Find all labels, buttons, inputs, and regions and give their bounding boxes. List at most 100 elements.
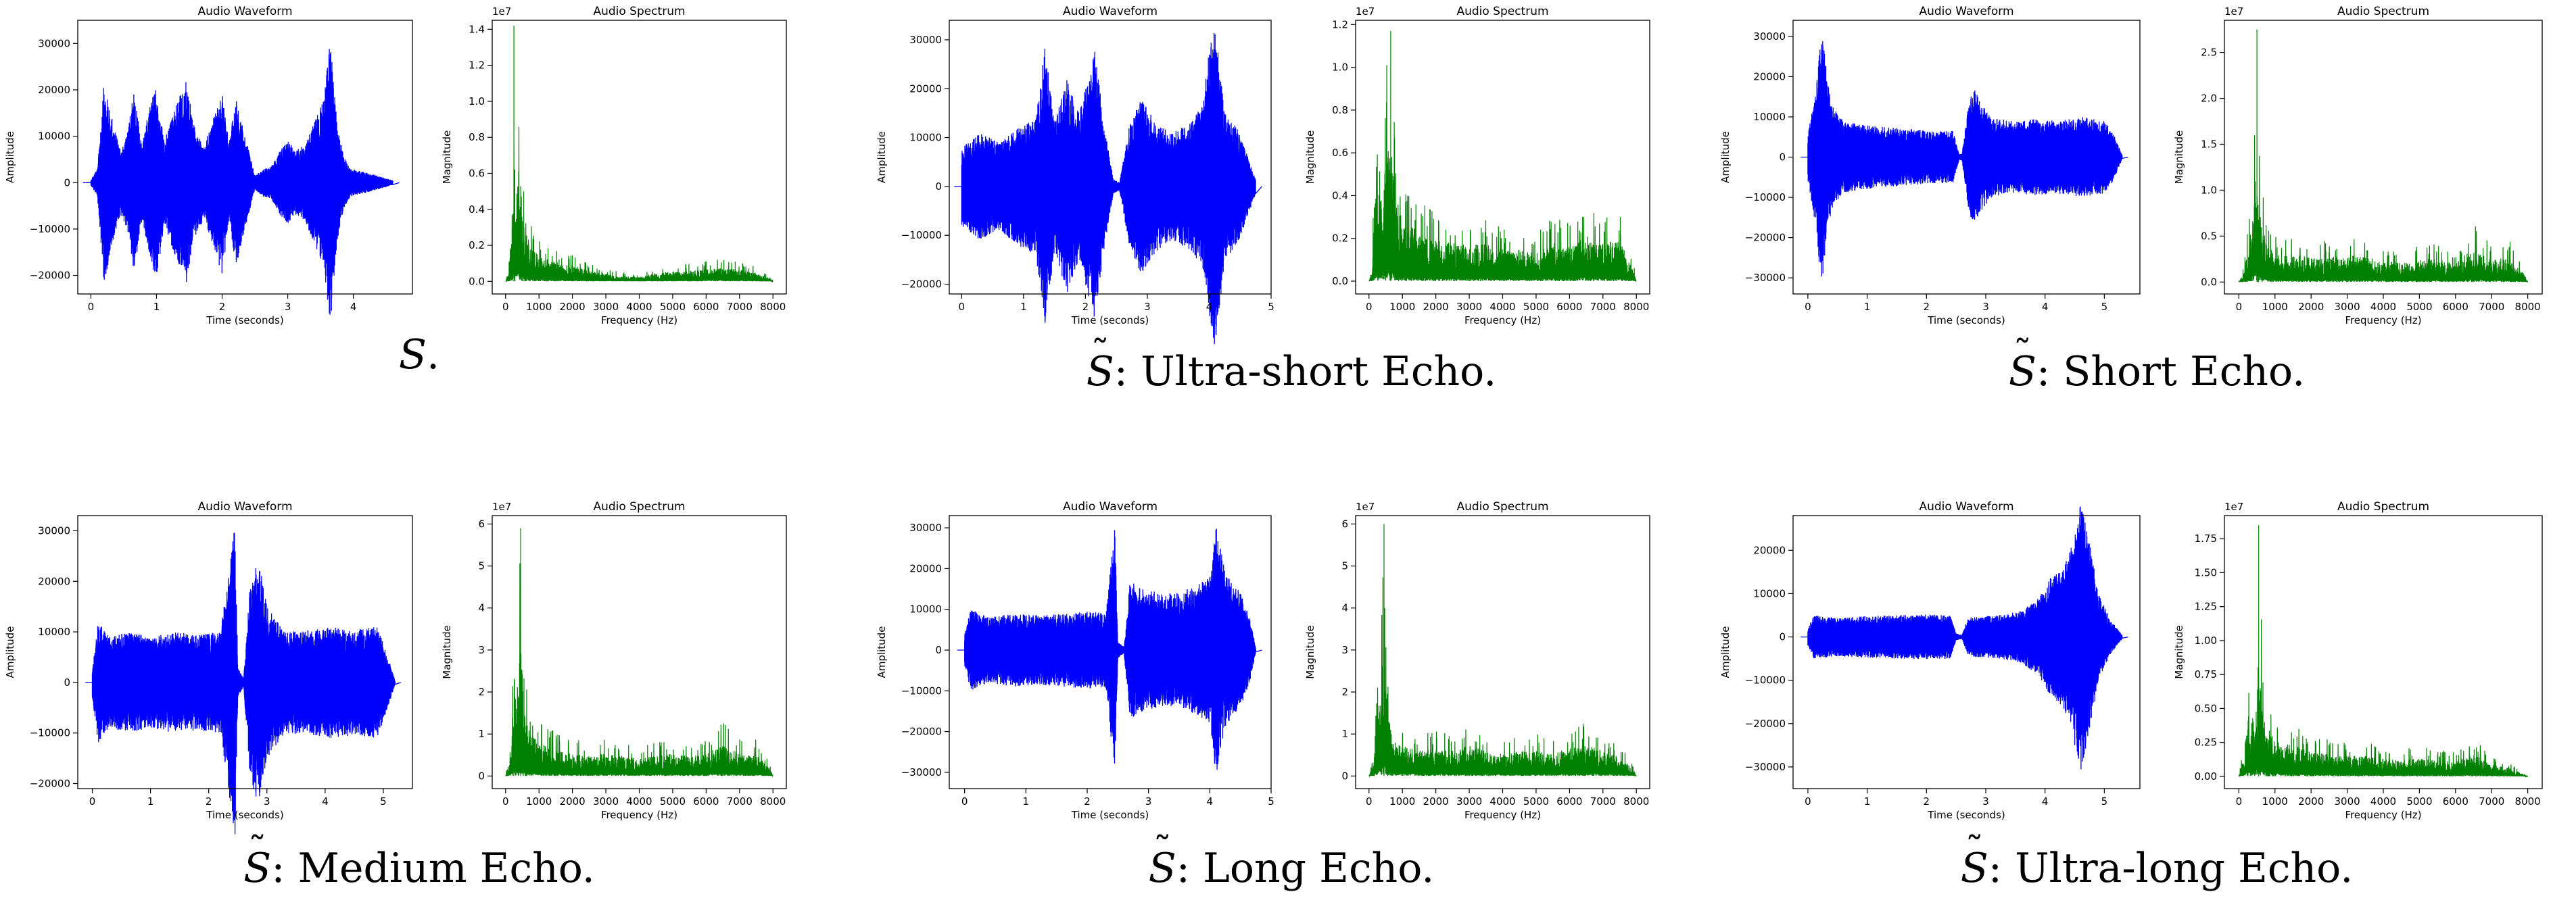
x-tick-label: 5000 (660, 795, 686, 808)
panel-caption: S ˜: Ultra-long Echo. (1961, 829, 2354, 892)
y-tick-label: −20000 (30, 270, 70, 282)
axes-frame (77, 20, 413, 295)
spectrum-chart: Audio Spectrum 0 1000 2000 3000 4000 5000 6000 7… (1304, 5, 1650, 326)
x-tick-label: 1 (1864, 795, 1871, 808)
y-tick-label: 0 (64, 176, 70, 189)
x-tick-label: 2 (1084, 795, 1091, 808)
y-tick-label: 0.2 (1332, 232, 1348, 245)
y-tick-label: 3 (478, 644, 485, 656)
waveform-chart: Audio Waveform 0 1 2 3 4 5 −20000 −10000 0 10000 20… (4, 500, 413, 835)
y-tick-label: 4 (478, 602, 485, 614)
y-tick-label: 0.6 (1332, 147, 1348, 159)
spectrum-series (2239, 29, 2528, 283)
y-tick-label: −10000 (1745, 191, 1786, 203)
axes-frame (1792, 515, 2141, 789)
y-axis-label: Magnitude (2173, 130, 2185, 184)
x-tick-label: 4000 (1489, 301, 1515, 313)
waveform-series (1800, 506, 2128, 770)
x-axis-label: Time (seconds) (1927, 314, 2005, 326)
y-tick-label: 0 (1779, 151, 1786, 164)
caption-text: : Long Echo. (1176, 845, 1435, 892)
y-axis-label: Amplitude (1719, 626, 1732, 678)
y-tick-label: 1 (478, 728, 485, 740)
x-tick-label: 1000 (2262, 795, 2288, 808)
scale-label: 1e7 (1356, 5, 1375, 18)
caption-text: : Medium Echo. (271, 845, 595, 892)
y-tick-label: −20000 (901, 278, 942, 291)
y-tick-label: 1 (1341, 728, 1348, 740)
y-tick-label: 2.0 (2201, 93, 2217, 105)
waveform-chart: Audio Waveform 0 1 2 3 4 5 −30000 −20000 −10000 0 1… (1719, 5, 2141, 326)
x-tick-label: 3 (1982, 795, 1989, 808)
chart-title: Audio Spectrum (593, 5, 685, 18)
x-tick-label: 8000 (1623, 795, 1649, 808)
y-tick-label: −10000 (30, 223, 70, 235)
y-tick-label: 0.2 (469, 239, 485, 251)
x-tick-label: 5000 (2406, 301, 2432, 313)
caption-text: : Ultra-short Echo. (1114, 348, 1497, 395)
y-tick-label: 0.4 (1332, 189, 1348, 201)
signal-symbol: S ˜ (2008, 332, 2036, 395)
y-tick-label: 0 (64, 676, 70, 689)
signal-symbol: S ˜ (1086, 332, 1114, 395)
y-tick-label: −30000 (901, 766, 942, 778)
x-tick-label: 2 (219, 301, 226, 313)
x-tick-label: 5000 (1523, 301, 1549, 313)
chart-title: Audio Waveform (1063, 5, 1158, 18)
y-tick-label: 20000 (1753, 70, 1786, 82)
x-tick-label: 4 (1206, 301, 1213, 313)
scale-label: 1e7 (2224, 501, 2243, 513)
x-tick-label: 4 (2042, 795, 2049, 808)
scale-label: 1e7 (2224, 5, 2243, 18)
y-tick-label: 2 (478, 686, 485, 698)
y-tick-label: −30000 (1745, 761, 1786, 773)
y-tick-label: 5 (1341, 560, 1348, 572)
axes-frame (77, 515, 413, 789)
x-axis-label: Time (seconds) (1071, 314, 1149, 326)
x-axis-label: Frequency (Hz) (601, 314, 677, 326)
x-axis-label: Frequency (Hz) (1464, 314, 1541, 326)
x-tick-label: 8000 (2515, 795, 2541, 808)
x-tick-label: 5000 (660, 301, 686, 313)
waveform-series (82, 49, 400, 315)
axes-frame (949, 515, 1272, 789)
y-tick-label: 0.4 (469, 203, 485, 216)
chart-title: Audio Waveform (197, 5, 292, 18)
y-axis-label: Magnitude (2173, 625, 2185, 678)
x-tick-label: 3 (264, 795, 270, 808)
x-tick-label: 0 (89, 795, 96, 808)
signal-symbol: S ˜ (243, 829, 272, 892)
x-tick-label: 4000 (2370, 795, 2396, 808)
panel-caption: S ˜: Medium Echo. (243, 829, 595, 892)
x-tick-label: 4 (1207, 795, 1214, 808)
x-tick-label: 4000 (626, 795, 652, 808)
x-axis-label: Time (seconds) (1071, 809, 1149, 821)
y-tick-label: 1.0 (2201, 184, 2217, 196)
waveform-series (957, 528, 1262, 770)
y-tick-label: 1.25 (2195, 601, 2217, 613)
x-tick-label: 4 (2042, 301, 2049, 313)
waveform-chart: Audio Waveform 0 1 2 3 4 5 −30000 −20000 −10000 0 1… (1719, 500, 2141, 821)
x-tick-label: 4000 (2370, 301, 2396, 313)
chart-title: Audio Waveform (1919, 500, 2013, 514)
tilde-accent: ˜ (2013, 332, 2032, 376)
x-tick-label: 2000 (2298, 301, 2324, 313)
x-tick-label: 5 (1268, 301, 1274, 313)
x-tick-label: 8000 (2515, 301, 2541, 313)
x-tick-label: 3000 (593, 301, 619, 313)
x-tick-label: 7000 (1590, 301, 1616, 313)
x-tick-label: 1 (153, 301, 160, 313)
x-tick-label: 1000 (1389, 301, 1415, 313)
x-tick-label: 0 (2236, 795, 2243, 808)
waveform-chart: Audio Waveform 0 1 2 3 4 5 −30000 −20000 −10000 0 1… (876, 500, 1274, 821)
x-tick-label: 2 (1924, 795, 1930, 808)
x-tick-label: 6000 (1556, 795, 1582, 808)
y-tick-label: 3 (1341, 644, 1348, 656)
x-tick-label: 1 (1023, 795, 1030, 808)
tilde-accent: ˜ (248, 829, 267, 872)
y-tick-label: 10000 (1753, 111, 1786, 123)
waveform-series (85, 532, 402, 835)
y-tick-label: 0.8 (1332, 104, 1348, 116)
y-tick-label: 10000 (38, 130, 70, 143)
